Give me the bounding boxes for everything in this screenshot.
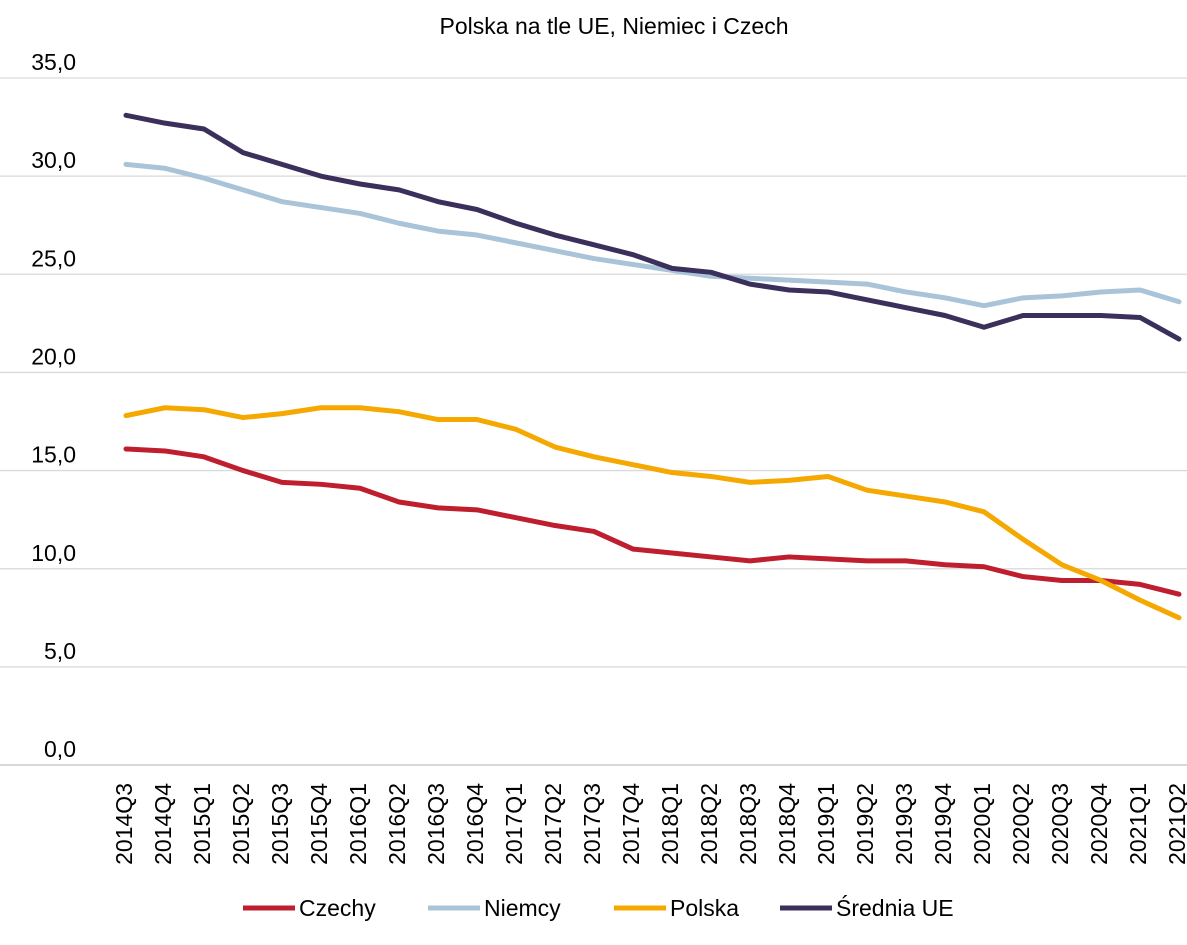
legend-label: Czechy xyxy=(299,895,376,921)
x-tick-label: 2020Q1 xyxy=(969,783,995,865)
x-tick-label: 2015Q2 xyxy=(228,783,254,865)
x-tick-label: 2017Q4 xyxy=(618,783,644,865)
y-tick-label: 25,0 xyxy=(31,245,76,271)
x-tick-label: 2020Q2 xyxy=(1008,783,1034,865)
x-tick-label: 2019Q1 xyxy=(813,783,839,865)
y-tick-label: 35,0 xyxy=(31,49,76,75)
x-tick-label: 2017Q2 xyxy=(540,783,566,865)
x-tick-label: 2021Q2 xyxy=(1164,783,1187,865)
x-tick-label: 2019Q3 xyxy=(891,783,917,865)
y-tick-label: 20,0 xyxy=(31,344,76,370)
series-line xyxy=(123,405,1182,621)
y-tick-label: 30,0 xyxy=(31,147,76,173)
x-tick-label: 2015Q1 xyxy=(189,783,215,865)
x-tick-label: 2020Q4 xyxy=(1086,783,1112,865)
x-tick-label: 2016Q1 xyxy=(345,783,371,865)
x-tick-label: 2015Q4 xyxy=(306,783,332,865)
y-tick-label: 10,0 xyxy=(31,540,76,566)
x-tick-label: 2019Q4 xyxy=(930,783,956,865)
y-tick-label: 15,0 xyxy=(31,442,76,468)
x-tick-label: 2020Q3 xyxy=(1047,783,1073,865)
x-tick-label: 2018Q1 xyxy=(657,783,683,865)
y-tick-label: 5,0 xyxy=(44,638,76,664)
x-tick-label: 2019Q2 xyxy=(852,783,878,865)
x-tick-label: 2018Q2 xyxy=(696,783,722,865)
series-line xyxy=(123,161,1182,309)
x-tick-label: 2018Q3 xyxy=(735,783,761,865)
series-line xyxy=(123,112,1182,342)
x-tick-label: 2017Q3 xyxy=(579,783,605,865)
x-tick-label: 2015Q3 xyxy=(267,783,293,865)
x-tick-label: 2017Q1 xyxy=(501,783,527,865)
series-line xyxy=(123,446,1182,597)
legend-label: Niemcy xyxy=(484,895,561,921)
legend-label: Polska xyxy=(670,895,739,921)
legend-label: Średnia UE xyxy=(836,894,954,921)
chart-title: Polska na tle UE, Niemiec i Czech xyxy=(440,13,789,39)
x-tick-label: 2021Q1 xyxy=(1125,783,1151,865)
x-tick-label: 2014Q3 xyxy=(111,783,137,865)
x-tick-label: 2014Q4 xyxy=(150,783,176,865)
x-tick-label: 2016Q4 xyxy=(462,783,488,865)
x-tick-label: 2016Q3 xyxy=(423,783,449,865)
x-tick-label: 2018Q4 xyxy=(774,783,800,865)
x-tick-label: 2016Q2 xyxy=(384,783,410,865)
y-tick-label: 0,0 xyxy=(44,736,76,762)
